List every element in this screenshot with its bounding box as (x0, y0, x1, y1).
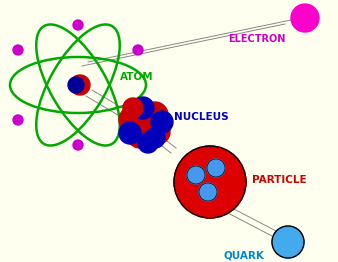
Circle shape (199, 183, 217, 201)
Circle shape (119, 122, 141, 144)
Circle shape (138, 133, 158, 153)
Circle shape (73, 20, 83, 30)
Text: ELECTRON: ELECTRON (228, 34, 285, 44)
Circle shape (187, 166, 205, 184)
Circle shape (207, 159, 225, 177)
Circle shape (142, 102, 168, 128)
Text: ATOM: ATOM (120, 72, 154, 82)
Circle shape (133, 115, 143, 125)
Circle shape (151, 111, 173, 133)
Circle shape (123, 98, 143, 118)
Circle shape (132, 97, 154, 119)
Circle shape (127, 122, 153, 148)
Circle shape (70, 75, 90, 95)
Text: QUARK: QUARK (224, 250, 265, 260)
Circle shape (119, 106, 147, 134)
Circle shape (145, 128, 165, 148)
Circle shape (272, 226, 304, 258)
Circle shape (174, 146, 246, 218)
Circle shape (13, 115, 23, 125)
Text: PARTICLE: PARTICLE (252, 175, 307, 185)
Circle shape (146, 120, 170, 144)
Circle shape (13, 45, 23, 55)
Circle shape (291, 4, 319, 32)
Circle shape (73, 140, 83, 150)
Circle shape (133, 45, 143, 55)
Text: NUCLEUS: NUCLEUS (174, 112, 228, 122)
Circle shape (68, 77, 84, 93)
